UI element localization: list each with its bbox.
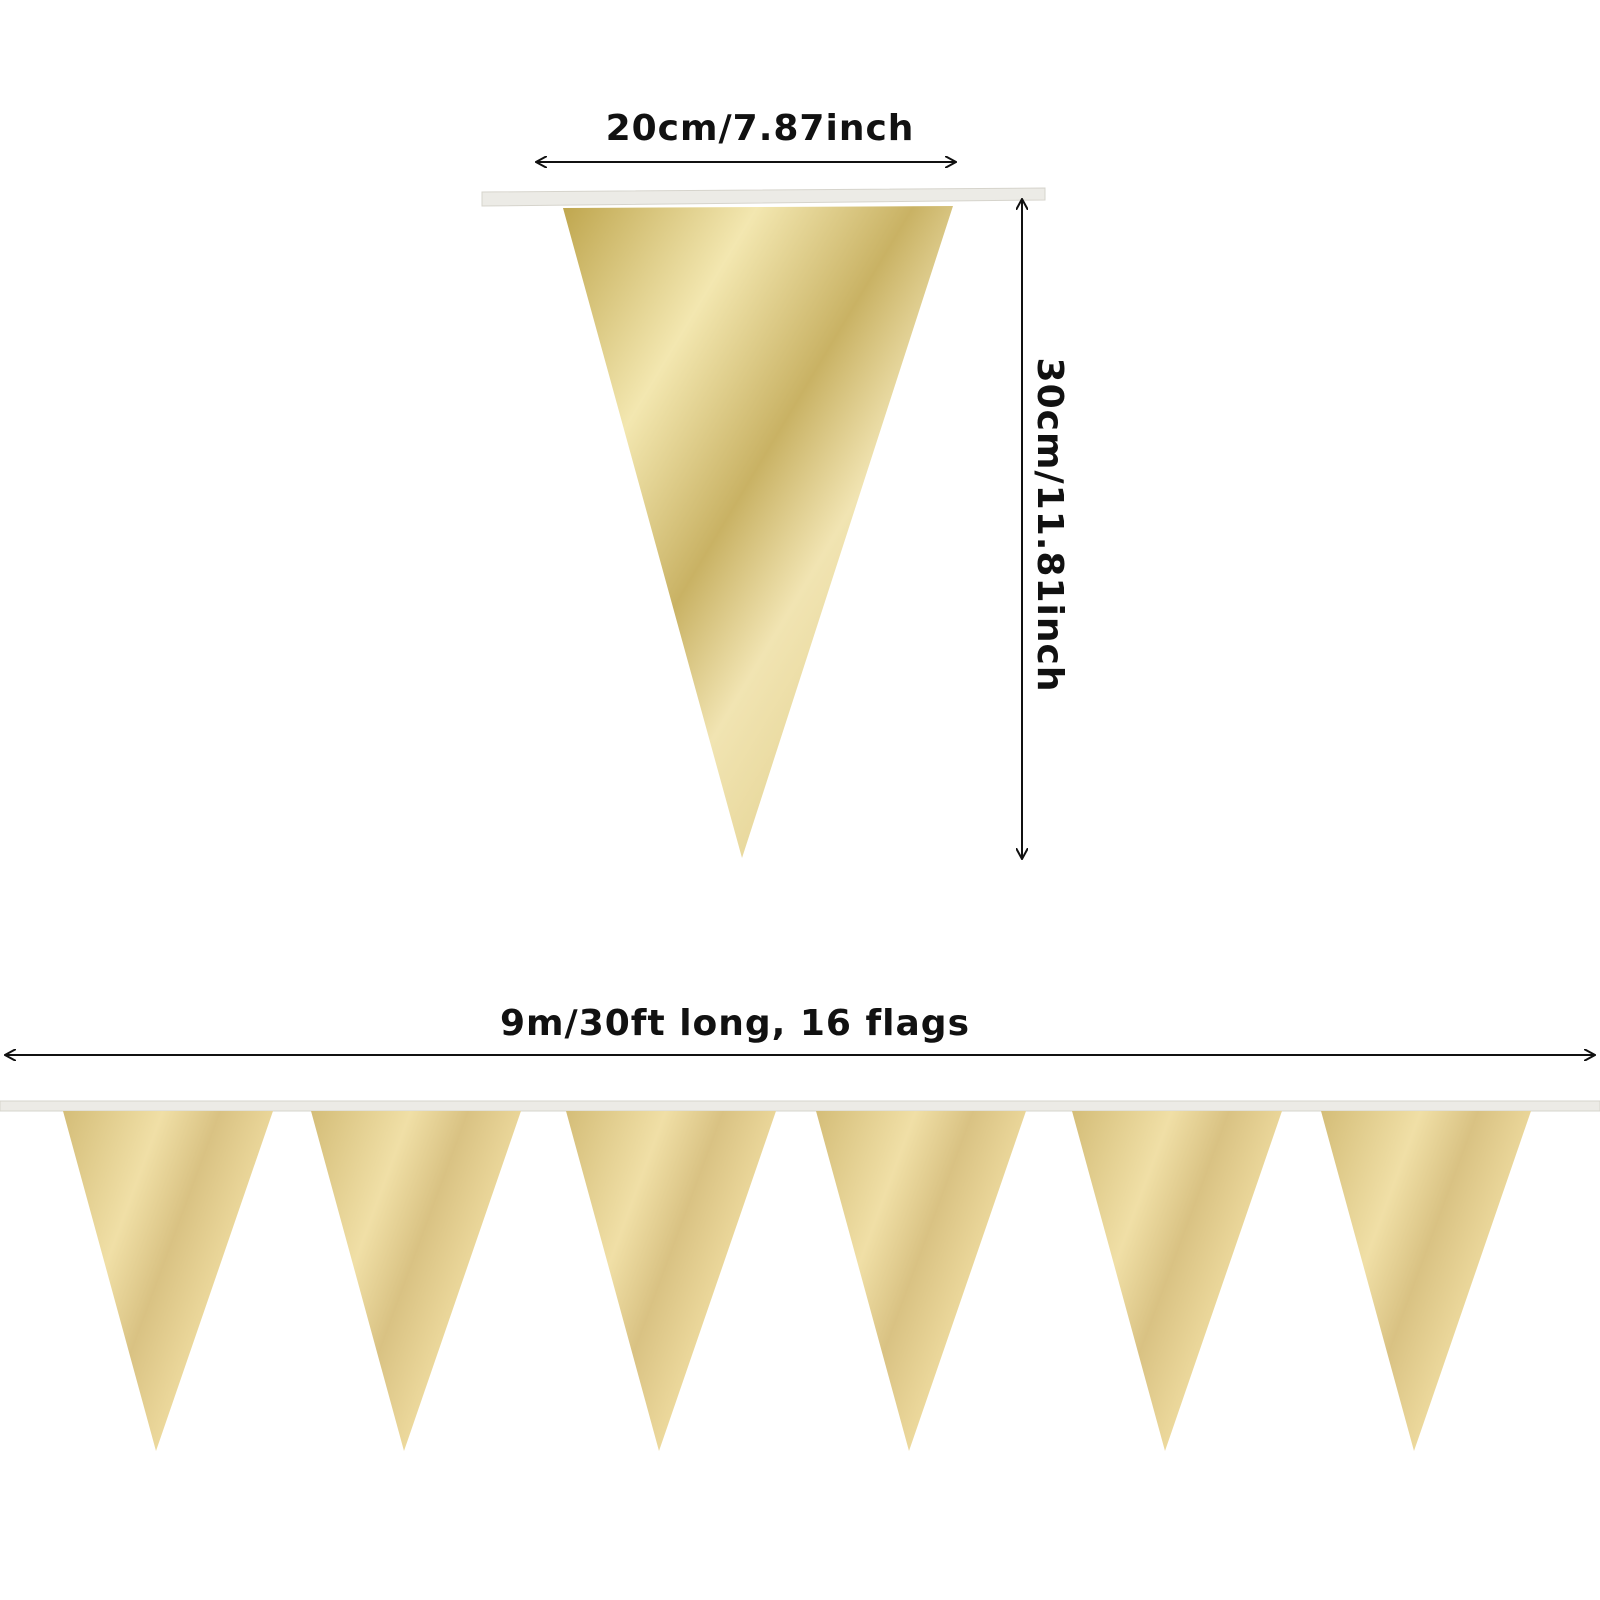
flag-string: [481, 187, 1046, 207]
flag: [563, 206, 953, 858]
bunting-string: [0, 1100, 1600, 1112]
flag: [63, 1111, 273, 1451]
flag: [566, 1111, 776, 1451]
height-label: 30cm/11.81inch: [1029, 358, 1070, 693]
length-label: 9m/30ft long, 16 flags: [500, 1003, 970, 1044]
flag: [816, 1111, 1026, 1451]
flag: [1072, 1111, 1282, 1451]
flag: [311, 1111, 521, 1451]
bunting-flags: [63, 1111, 1531, 1451]
flag: [1321, 1111, 1531, 1451]
width-label: 20cm/7.87inch: [606, 108, 915, 149]
